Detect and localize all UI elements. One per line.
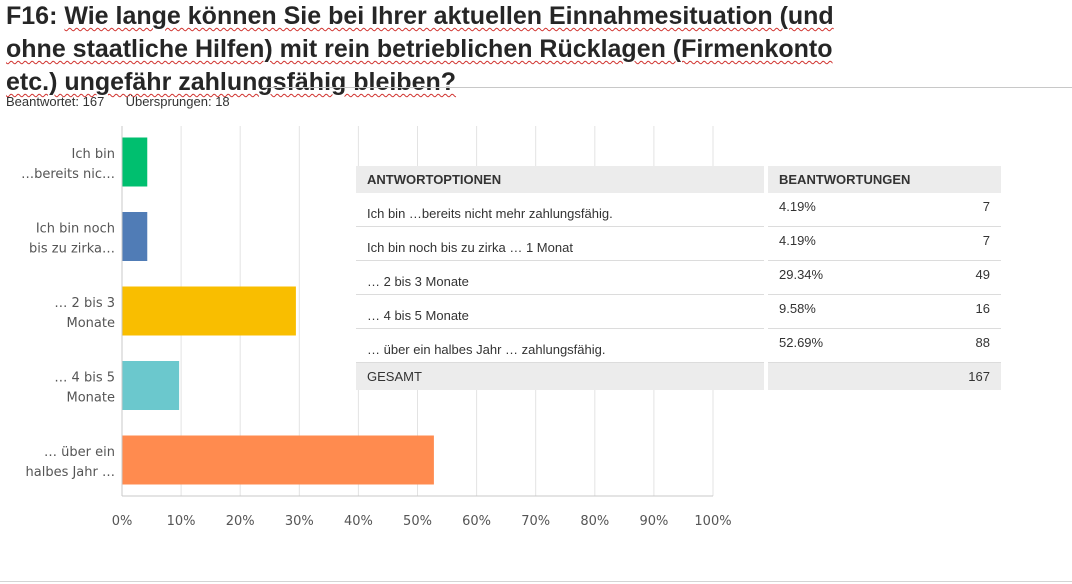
answered-label: Beantwortet: [6, 94, 79, 109]
total-count: 167 [968, 369, 990, 384]
bar [122, 435, 434, 485]
x-tick-label: 30% [285, 514, 314, 529]
response-count: 16 [975, 301, 990, 316]
response-count: 49 [975, 267, 990, 282]
bar [122, 137, 148, 187]
skipped-count: 18 [215, 94, 230, 109]
x-tick-label: 20% [226, 514, 255, 529]
response-percent: 52.69% [779, 335, 824, 350]
category-label: Monate [67, 316, 115, 331]
answered-count: 167 [82, 94, 105, 109]
category-label: … über ein [44, 445, 115, 460]
bar [122, 361, 180, 410]
x-tick-label: 100% [694, 514, 731, 529]
question-number: F16: [6, 2, 58, 30]
table-row: Ich bin …bereits nicht mehr zahlungsfähi… [356, 193, 1001, 227]
x-tick-label: 80% [580, 514, 609, 529]
category-label: bis zu zirka… [29, 242, 115, 257]
skipped-label: Übersprungen: [125, 94, 212, 109]
response-percent: 4.19% [779, 199, 816, 214]
answer-option: Ich bin noch bis zu zirka … 1 Monat [356, 227, 764, 261]
x-tick-label: 70% [521, 514, 550, 529]
category-label: halbes Jahr … [26, 465, 116, 480]
table-header-row: ANTWORTOPTIONEN BEANTWORTUNGEN [356, 166, 1001, 193]
response-stats: Beantwortet: 167 Übersprungen: 18 [6, 94, 230, 109]
response-count: 7 [982, 199, 990, 214]
answer-option: … 4 bis 5 Monate [356, 295, 764, 329]
x-tick-label: 90% [639, 514, 668, 529]
category-label: Ich bin [72, 147, 115, 162]
table-row: … über ein halbes Jahr … zahlungsfähig. 5… [356, 329, 1001, 363]
category-label: Ich bin noch [36, 222, 115, 237]
category-label: … 2 bis 3 [54, 296, 115, 311]
header-responses: BEANTWORTUNGEN [768, 166, 1001, 193]
response-percent: 29.34% [779, 267, 824, 282]
answer-table: ANTWORTOPTIONEN BEANTWORTUNGEN Ich bin …… [356, 166, 1001, 390]
response-count: 7 [982, 233, 990, 248]
total-label: GESAMT [356, 363, 764, 390]
table-row: … 4 bis 5 Monate 9.58% 16 [356, 295, 1001, 329]
x-tick-label: 40% [344, 514, 373, 529]
category-label: … 4 bis 5 [54, 371, 115, 386]
response-percent: 9.58% [779, 301, 816, 316]
x-tick-label: 0% [112, 514, 133, 529]
answer-option: … über ein halbes Jahr … zahlungsfähig. [356, 329, 764, 363]
category-label: Monate [67, 391, 115, 406]
bar [122, 212, 148, 261]
question-text-line-1: Wie lange können Sie bei Ihrer aktuellen… [64, 2, 834, 30]
footer-divider [0, 581, 1072, 582]
table-row: Ich bin noch bis zu zirka … 1 Monat 4.19%… [356, 227, 1001, 261]
category-label: …bereits nic… [21, 167, 115, 182]
response-count: 88 [975, 335, 990, 350]
table-row: … 2 bis 3 Monate 29.34% 49 [356, 261, 1001, 295]
question-title: F16: Wie lange können Sie bei Ihrer aktu… [6, 0, 1006, 99]
answer-option: … 2 bis 3 Monate [356, 261, 764, 295]
x-tick-label: 50% [403, 514, 432, 529]
x-tick-label: 60% [462, 514, 491, 529]
table-total-row: GESAMT 167 [356, 363, 1001, 390]
answer-option: Ich bin …bereits nicht mehr zahlungsfähi… [356, 193, 764, 227]
question-text-line-3: etc.) ungefähr zahlungsfähig bleiben? [6, 68, 457, 96]
header-divider [262, 87, 1072, 88]
table-body: Ich bin …bereits nicht mehr zahlungsfähi… [356, 193, 1001, 363]
question-text-line-2: ohne staatliche Hilfen) mit rein betrieb… [6, 35, 833, 63]
bar [122, 286, 296, 336]
x-tick-label: 10% [167, 514, 196, 529]
response-percent: 4.19% [779, 233, 816, 248]
header-answer-options: ANTWORTOPTIONEN [356, 166, 764, 193]
